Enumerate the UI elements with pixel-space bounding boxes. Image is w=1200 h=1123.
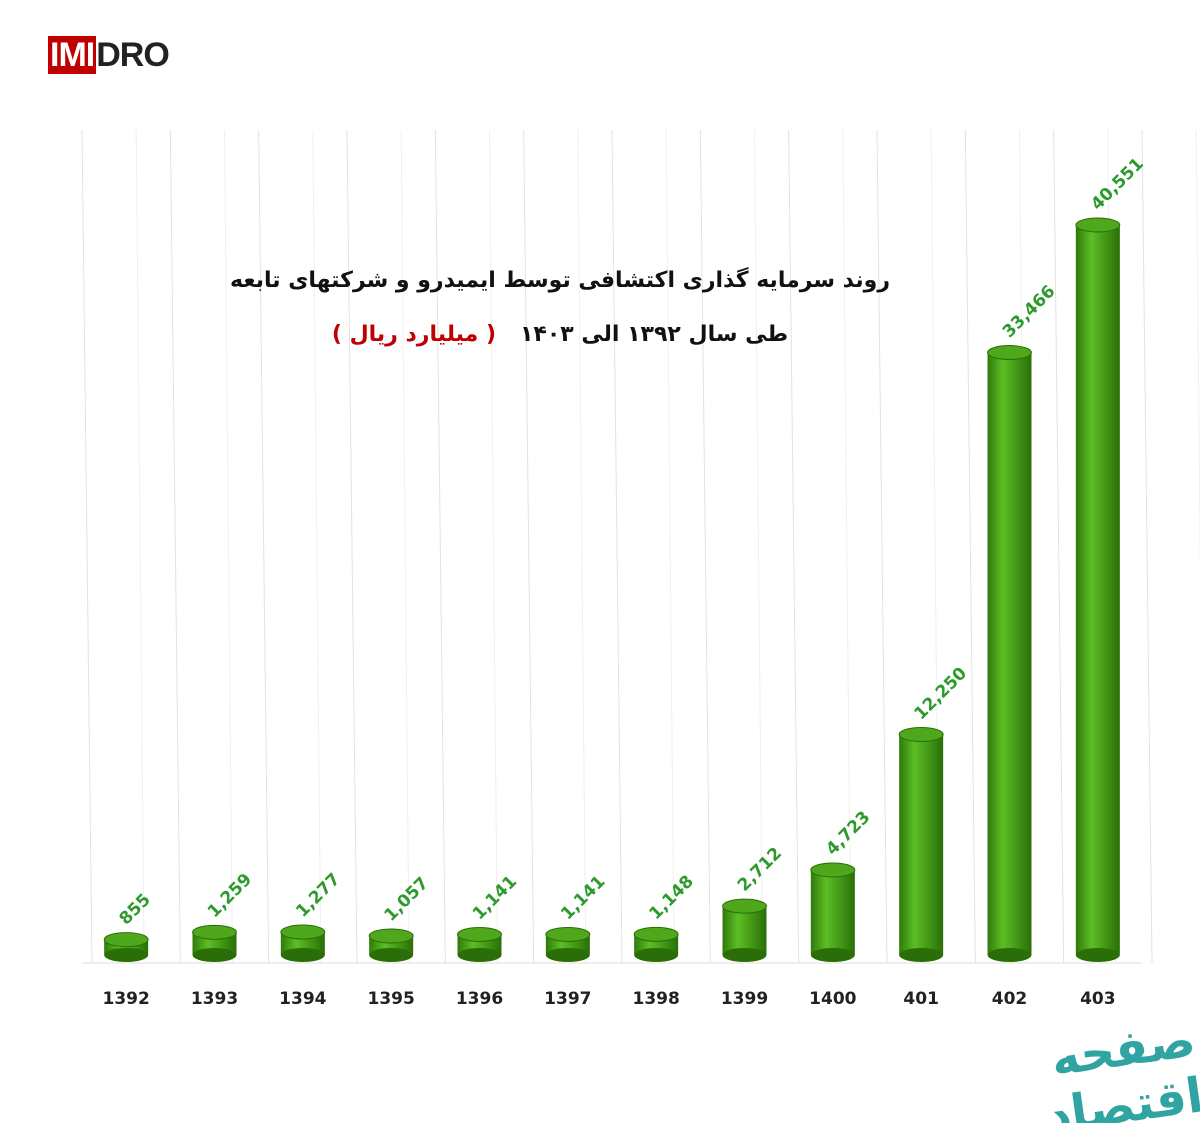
value-label: 1,141 <box>557 872 609 924</box>
bar-cap <box>722 898 767 914</box>
band-divider <box>577 129 587 964</box>
bar-bottom <box>634 948 679 962</box>
bar-cap <box>192 924 237 940</box>
band-divider <box>312 129 322 964</box>
band-divider <box>876 129 888 964</box>
value-label: 2,712 <box>734 844 786 896</box>
band-divider <box>81 129 93 964</box>
bar-cap <box>103 932 149 948</box>
bar-cap <box>898 726 944 742</box>
bar-bottom <box>810 948 855 962</box>
band-divider <box>489 129 498 964</box>
value-label: 4,723 <box>822 807 874 859</box>
x-tick-label: 402 <box>992 989 1028 1009</box>
band-divider <box>611 129 623 964</box>
chart-subtitle-line: طی سال ۱۳۹۲ الی ۱۴۰۳ ( میلیارد ریال ) <box>200 322 920 347</box>
x-tick-label: 1400 <box>809 989 856 1009</box>
chart-title: روند سرمایه گذاری اکتشافی توسط ایمیدرو و… <box>230 268 890 293</box>
value-label: 1,148 <box>646 872 698 924</box>
band-divider <box>1141 129 1153 964</box>
bar-cap <box>987 345 1032 361</box>
band-divider <box>400 129 410 964</box>
band-divider <box>665 129 675 964</box>
band-divider <box>1195 129 1200 582</box>
band-divider <box>842 129 852 964</box>
value-label: 1,277 <box>292 869 344 921</box>
band-divider <box>699 129 711 964</box>
band-divider <box>434 129 446 964</box>
bar-bottom <box>722 948 767 962</box>
logo: IMIDRO <box>48 36 170 75</box>
x-tick-label: 1397 <box>544 989 591 1009</box>
bar <box>810 869 855 955</box>
x-tick-label: 1394 <box>279 989 326 1009</box>
unit-label: ( میلیارد ریال ) <box>331 322 496 347</box>
bar-cap <box>457 926 502 942</box>
value-label: 12,250 <box>911 663 972 724</box>
x-tick-label: 403 <box>1080 989 1116 1009</box>
bar-bottom <box>192 948 237 962</box>
bar-cap <box>1075 217 1121 233</box>
bar-bottom <box>104 948 149 962</box>
bar-bottom <box>1075 948 1120 962</box>
logo-part: DRO <box>96 36 170 74</box>
value-label: 40,551 <box>1087 154 1148 215</box>
x-tick-label: 1399 <box>721 989 768 1009</box>
band-divider <box>258 129 270 964</box>
bar-cap <box>633 926 679 942</box>
x-tick-label: 401 <box>903 989 939 1009</box>
band-divider <box>1053 129 1065 964</box>
value-label: 1,259 <box>204 870 256 922</box>
bar <box>722 906 767 955</box>
x-tick-label: 1395 <box>368 989 415 1009</box>
bar-bottom <box>280 948 325 962</box>
value-label: 855 <box>116 890 155 929</box>
value-label: 1,141 <box>469 872 521 924</box>
x-tick-label: 1396 <box>456 989 503 1009</box>
logo-part: IMI <box>48 36 97 74</box>
bar-bottom <box>899 948 944 962</box>
band-divider <box>754 129 763 964</box>
bar-cap <box>545 926 591 942</box>
bar <box>1075 225 1120 955</box>
bar-bottom <box>545 948 590 962</box>
band-divider <box>169 129 181 964</box>
chart-subtitle: طی سال ۱۳۹۲ الی ۱۴۰۳ <box>520 322 789 347</box>
band-divider <box>523 129 535 964</box>
bar-cap <box>368 928 414 944</box>
band-divider <box>964 129 976 964</box>
band-divider <box>788 129 800 964</box>
band-divider <box>135 129 145 964</box>
value-label: 1,057 <box>381 873 433 925</box>
x-tick-label: 1393 <box>191 989 238 1009</box>
bar-cap <box>280 924 326 940</box>
bar-bottom <box>987 948 1032 962</box>
value-label: 33,466 <box>999 282 1060 343</box>
x-tick-label: 1392 <box>103 989 150 1009</box>
bar-bottom <box>369 948 414 962</box>
bar <box>987 352 1032 956</box>
bar-bottom <box>457 948 502 962</box>
x-tick-label: 1398 <box>633 989 680 1009</box>
bar-cap <box>810 862 856 878</box>
bar <box>899 734 944 955</box>
band-divider <box>346 129 358 964</box>
band-divider <box>224 129 233 964</box>
